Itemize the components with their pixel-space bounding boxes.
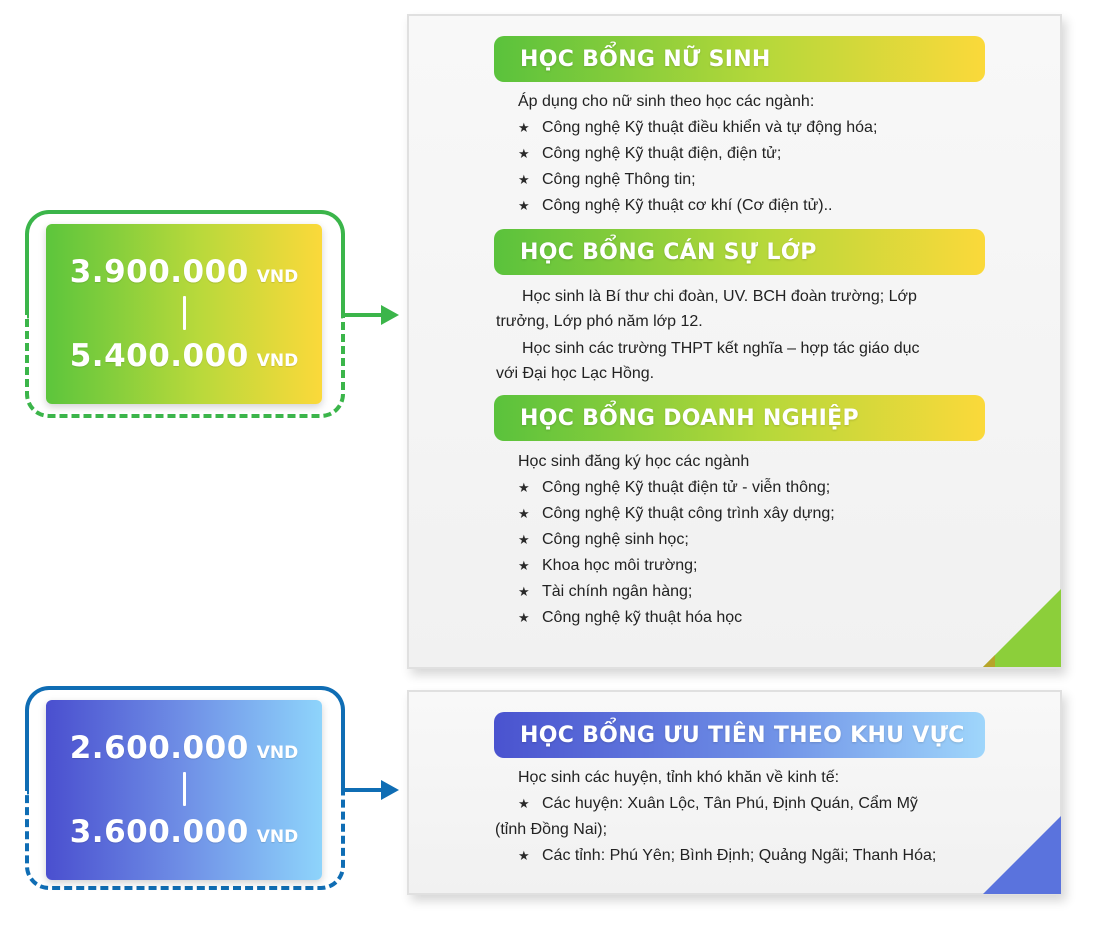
star-icon: ★ [518, 146, 530, 161]
amount-separator [182, 772, 186, 806]
star-icon: ★ [518, 796, 530, 811]
arrow-line-blue [341, 788, 383, 792]
star-icon: ★ [518, 532, 530, 547]
amount-from: 3.900.000 VND [69, 254, 299, 290]
arrow-right-icon [381, 780, 399, 800]
amount-to: 5.400.000 VND [69, 338, 299, 374]
section-intro: Học sinh các huyện, tỉnh khó khăn về kin… [518, 769, 840, 786]
page-fold-corner-green-dark [983, 655, 995, 667]
star-icon: ★ [518, 610, 530, 625]
star-icon: ★ [518, 558, 530, 573]
list-item: ★ Các huyện: Xuân Lộc, Tân Phú, Định Quán… [518, 791, 918, 817]
star-icon: ★ [518, 584, 530, 599]
paragraph-line: Học sinh là Bí thư chi đoàn, UV. BCH đoà… [522, 288, 917, 305]
list-item: ★ Các tỉnh: Phú Yên; Bình Định; Quảng Ngã… [518, 843, 936, 869]
amount-to: 3.600.000 VND [69, 814, 299, 850]
amount-range-blue: 2.600.000 VND 3.600.000 VND [46, 700, 322, 880]
list-item-continuation: (tỉnh Đồng Nai); [495, 821, 608, 838]
section-intro: Học sinh đăng ký học các ngành [518, 453, 750, 470]
amount-frame-top-green [25, 210, 345, 314]
arrow-right-icon [381, 305, 399, 325]
page-fold-corner-blue [983, 816, 1061, 894]
arrow-line-green [341, 313, 383, 317]
scholarship-card-top [407, 14, 1062, 669]
list-item: ★ Công nghệ Kỹ thuật điện tử - viễn thông… [518, 475, 830, 501]
amount-frame-top-blue [25, 686, 345, 790]
amount-frame-bottom-blue [25, 790, 345, 890]
list-item: ★ Công nghệ Kỹ thuật công trình xây dựng; [518, 501, 835, 527]
section-heading-enterprise: HỌC BỔNG DOANH NGHIỆP [494, 395, 985, 441]
star-icon: ★ [518, 120, 530, 135]
star-icon: ★ [518, 198, 530, 213]
star-icon: ★ [518, 848, 530, 863]
page-fold-corner-green [983, 589, 1061, 667]
section-heading-female: HỌC BỔNG NỮ SINH [494, 36, 985, 82]
list-item: ★ Khoa học môi trường; [518, 553, 698, 579]
amount-range-green: 3.900.000 VND 5.400.000 VND [46, 224, 322, 404]
list-item: ★ Tài chính ngân hàng; [518, 579, 692, 605]
paragraph-line: trưởng, Lớp phó năm lớp 12. [496, 313, 703, 330]
section-heading-cadre: HỌC BỔNG CÁN SỰ LỚP [494, 229, 985, 275]
list-item: ★ Công nghệ Kỹ thuật điện, điện tử; [518, 141, 781, 167]
paragraph-line: với Đại học Lạc Hồng. [496, 365, 655, 382]
list-item: ★ Công nghệ kỹ thuật hóa học [518, 605, 742, 631]
list-item: ★ Công nghệ Kỹ thuật cơ khí (Cơ điện tử).… [518, 193, 833, 219]
section-intro: Áp dụng cho nữ sinh theo học các ngành: [518, 93, 815, 110]
paragraph-line: Học sinh các trường THPT kết nghĩa – hợp… [522, 340, 920, 357]
list-item: ★ Công nghệ sinh học; [518, 527, 689, 553]
star-icon: ★ [518, 480, 530, 495]
list-item: ★ Công nghệ Thông tin; [518, 167, 696, 193]
star-icon: ★ [518, 172, 530, 187]
star-icon: ★ [518, 506, 530, 521]
amount-frame-bottom-green [25, 314, 345, 418]
section-heading-region: HỌC BỔNG ƯU TIÊN THEO KHU VỰC [494, 712, 985, 758]
list-item: ★ Công nghệ Kỹ thuật điều khiển và tự độn… [518, 115, 877, 141]
amount-separator [182, 296, 186, 330]
amount-from: 2.600.000 VND [69, 730, 299, 766]
